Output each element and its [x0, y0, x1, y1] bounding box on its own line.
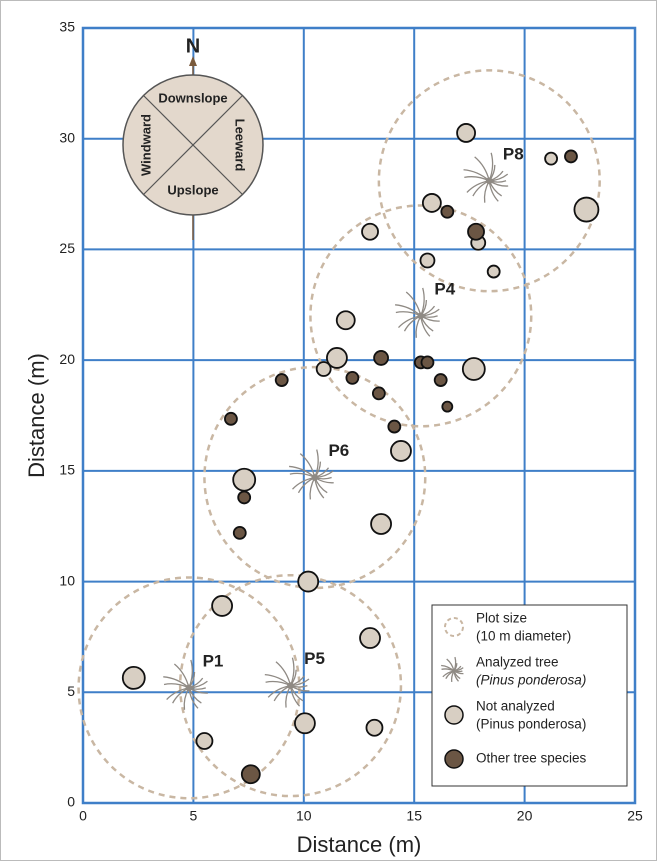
tree-marker	[298, 572, 318, 592]
legend-note: (Pinus ponderosa)	[476, 717, 586, 732]
tree-trunk	[486, 177, 493, 184]
y-tick-label: 25	[59, 240, 75, 256]
tree-marker	[337, 311, 355, 329]
tree-marker	[317, 362, 331, 376]
tree-marker	[441, 206, 453, 218]
compass-label: Windward	[138, 114, 153, 176]
x-axis-label: Distance (m)	[297, 832, 422, 857]
tree-marker	[123, 667, 145, 689]
tree-marker	[565, 150, 577, 162]
tree-marker	[420, 254, 434, 268]
y-tick-label: 35	[59, 19, 75, 35]
tree-marker	[371, 514, 391, 534]
tree-marker	[468, 224, 484, 240]
y-tick-label: 30	[59, 129, 75, 145]
legend-note: (Pinus ponderosa)	[476, 673, 586, 688]
tree-marker	[225, 413, 237, 425]
tree-marker	[242, 765, 260, 783]
legend-key	[445, 750, 463, 768]
tree-marker	[421, 356, 433, 368]
compass-label: Leeward	[233, 119, 248, 172]
tree-marker	[388, 421, 400, 433]
tree-marker	[362, 224, 378, 240]
x-tick-label: 20	[517, 808, 533, 824]
compass-label: Upslope	[167, 182, 218, 197]
tree-marker	[360, 628, 380, 648]
tree-marker	[488, 266, 500, 278]
tree-marker	[295, 713, 315, 733]
chart: 0 5 10 15 20 25 0 5 10 15 20 25 30 35 Distance (m) Dist…	[0, 0, 657, 861]
tree-marker	[545, 153, 557, 165]
tree-marker	[457, 124, 475, 142]
y-tick-label: 10	[59, 572, 75, 588]
y-tick-label: 0	[67, 794, 75, 810]
plot-label: P4	[434, 279, 455, 298]
tree-marker	[374, 351, 388, 365]
tree-trunk	[311, 474, 318, 481]
tree-marker	[366, 720, 382, 736]
plot-label: P5	[304, 649, 325, 668]
tree-marker	[346, 372, 358, 384]
plot-label: P1	[203, 651, 224, 670]
tree-trunk	[417, 312, 424, 319]
tree-marker	[233, 469, 255, 491]
tree-marker	[196, 733, 212, 749]
tree-marker	[276, 374, 288, 386]
x-tick-label: 10	[296, 808, 312, 824]
y-tick-label: 20	[59, 351, 75, 367]
tree-marker	[574, 198, 598, 222]
y-axis-label: Distance (m)	[24, 353, 49, 478]
legend-label: Analyzed tree	[476, 655, 559, 670]
tree-marker	[435, 374, 447, 386]
x-tick-label: 15	[406, 808, 422, 824]
tree-trunk	[287, 682, 294, 689]
tree-marker	[463, 358, 485, 380]
y-tick-label: 15	[59, 462, 75, 478]
tree-marker	[373, 387, 385, 399]
plot-label: P8	[503, 144, 524, 163]
tree-marker	[391, 441, 411, 461]
tree-marker	[442, 402, 452, 412]
legend-note: (10 m diameter)	[476, 629, 571, 644]
legend-label: Other tree species	[476, 751, 587, 766]
x-tick-label: 25	[627, 808, 643, 824]
legend-label: Plot size	[476, 611, 527, 626]
legend-label: Not analyzed	[476, 699, 555, 714]
legend-key	[445, 706, 463, 724]
plot-label: P6	[328, 441, 349, 460]
tree-marker	[212, 596, 232, 616]
tree-marker	[238, 491, 250, 503]
tree-trunk	[452, 669, 455, 672]
tree-marker	[234, 527, 246, 539]
compass-north: N	[186, 35, 200, 57]
compass-label: Downslope	[158, 90, 227, 105]
tree-trunk	[186, 684, 193, 691]
tree-marker	[423, 194, 441, 212]
x-tick-label: 0	[79, 808, 87, 824]
x-tick-label: 5	[190, 808, 198, 824]
y-tick-label: 5	[67, 683, 75, 699]
